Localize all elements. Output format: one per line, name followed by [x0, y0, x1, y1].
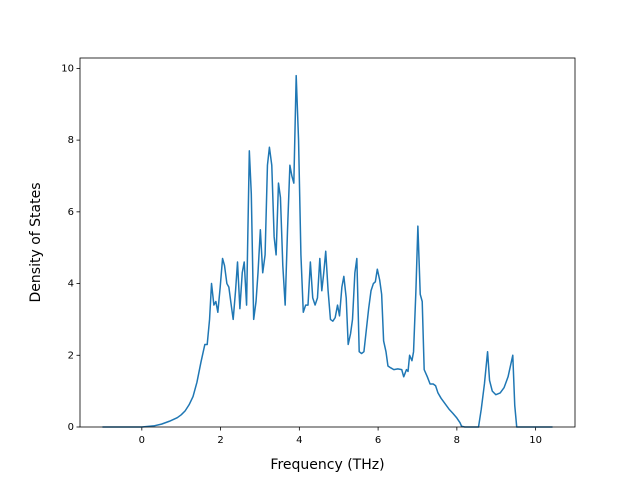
y-tick-label: 8 — [68, 135, 74, 146]
y-tick-label: 2 — [68, 350, 74, 361]
x-tick-label: 0 — [139, 435, 145, 446]
y-tick-label: 0 — [68, 422, 74, 433]
y-tick-label: 4 — [68, 279, 74, 290]
x-tick-label: 6 — [375, 435, 381, 446]
plot-frame — [79, 57, 576, 428]
line — [102, 74, 553, 428]
y-tick-label: 6 — [68, 207, 74, 218]
x-tick-label: 10 — [529, 435, 542, 446]
x-tick-label: 4 — [296, 435, 302, 446]
x-tick-label: 8 — [454, 435, 460, 446]
y-tick-label: 10 — [61, 63, 74, 74]
x-tick-label: 2 — [217, 435, 223, 446]
y-axis-label: Density of States — [28, 183, 44, 303]
x-axis-label: Frequency (THz) — [270, 457, 384, 473]
